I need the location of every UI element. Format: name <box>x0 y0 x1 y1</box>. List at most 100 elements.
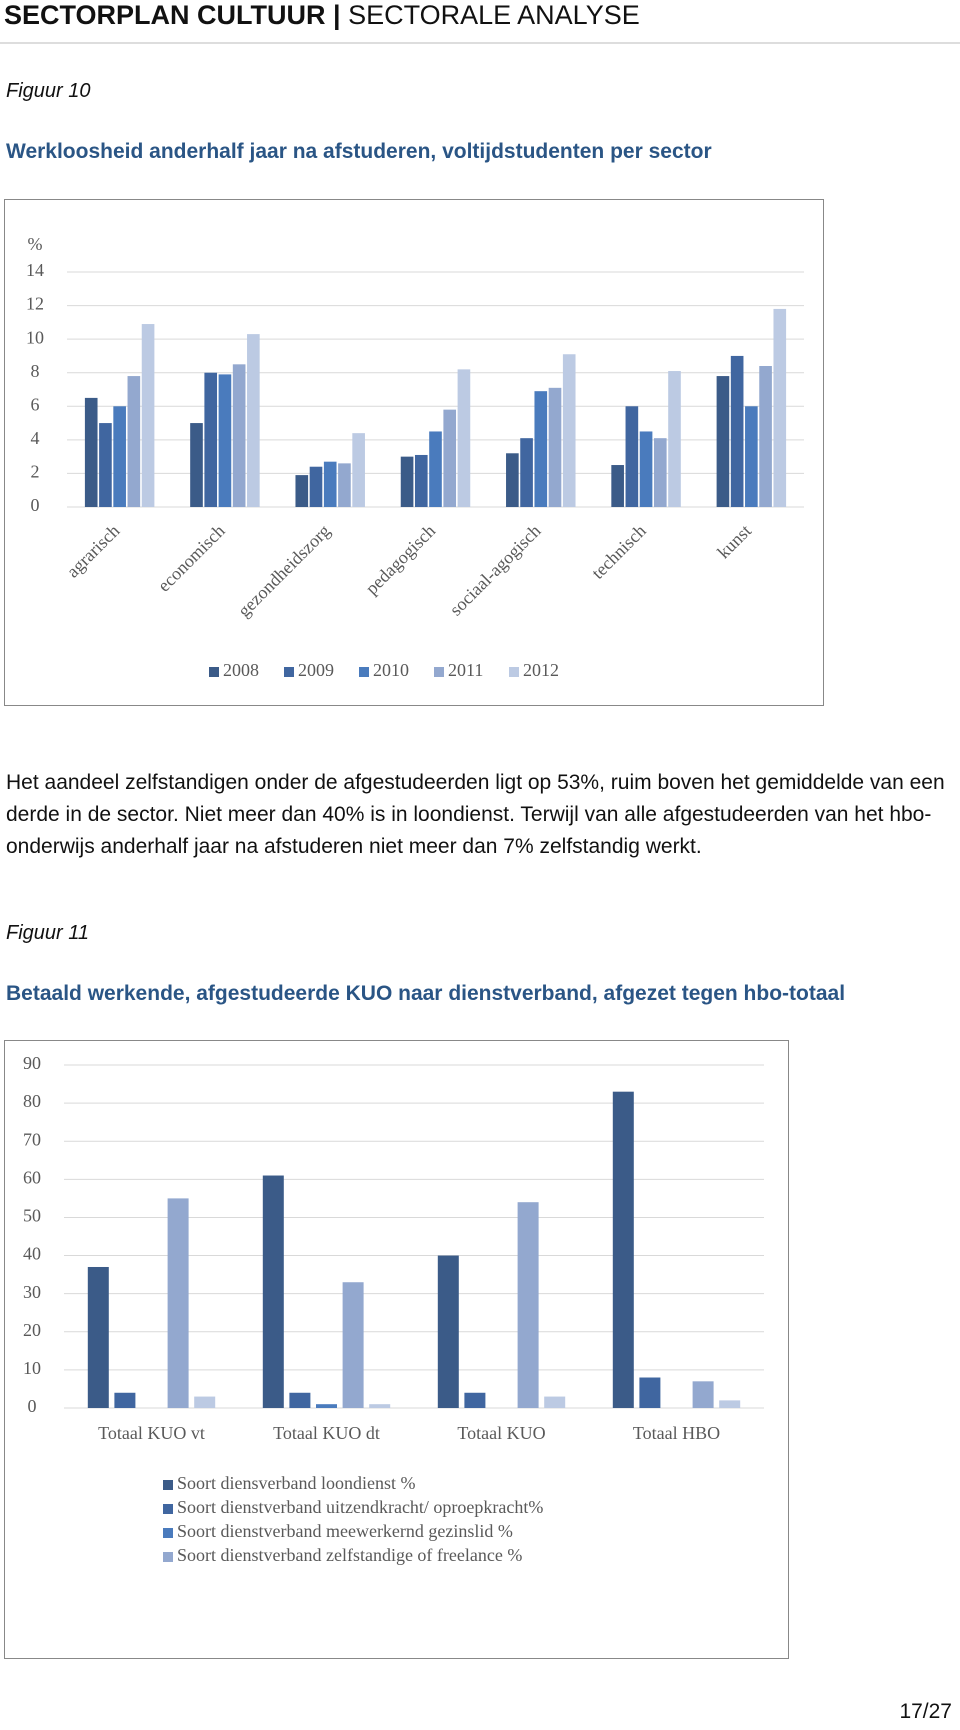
bar <box>84 397 98 507</box>
bar <box>625 406 639 507</box>
legend-swatch <box>209 667 219 677</box>
legend-label: Soort dienstverband zelfstandige of free… <box>177 1545 522 1565</box>
legend-label: 2011 <box>448 660 483 680</box>
figure-label: Figuur 11 <box>6 922 90 944</box>
bar <box>190 423 203 507</box>
legend-label: Soort diensverband loondienst % <box>177 1473 415 1493</box>
bar <box>316 1404 337 1408</box>
bar <box>719 1400 741 1408</box>
header-title: SECTORPLAN CULTUUR <box>4 0 326 30</box>
legend-label: 2008 <box>223 660 259 680</box>
legend-swatch <box>359 667 369 677</box>
bar <box>127 376 141 507</box>
legend-label: 2012 <box>523 660 559 680</box>
y-tick-label: 4 <box>31 428 40 448</box>
x-tick-label: pedagogisch <box>361 521 439 599</box>
legend-swatch <box>163 1552 173 1562</box>
bar <box>262 1175 284 1408</box>
bar <box>520 438 533 507</box>
bar <box>534 391 548 507</box>
bar <box>745 406 758 507</box>
bar <box>352 433 365 507</box>
x-tick-label: kunst <box>713 521 755 563</box>
y-tick-label: 50 <box>23 1206 41 1226</box>
bar <box>517 1202 539 1408</box>
bar <box>506 453 519 507</box>
bar <box>113 406 126 507</box>
legend-swatch <box>163 1504 173 1514</box>
bar <box>342 1282 364 1408</box>
y-tick-label: 2 <box>31 462 40 482</box>
bar <box>759 366 772 507</box>
legend-swatch <box>163 1528 173 1538</box>
chart: % 0 2 4 6 8 10 12 14 agrarisch economisch gezondhei… <box>4 199 824 706</box>
legend-swatch <box>434 667 444 677</box>
bar <box>204 372 218 507</box>
y-tick-label: 0 <box>31 495 40 515</box>
bar <box>295 475 309 507</box>
bar <box>218 374 232 507</box>
legend-label: 2009 <box>298 660 334 680</box>
x-tick-label: technisch <box>588 521 650 583</box>
bar <box>87 1266 109 1408</box>
header-rule <box>0 42 960 44</box>
bar <box>369 1404 391 1408</box>
x-tick-label: agrarisch <box>63 521 124 582</box>
bar <box>400 456 414 507</box>
y-tick-label: 8 <box>31 361 40 381</box>
y-tick-label: 10 <box>23 1358 41 1378</box>
bar <box>232 364 246 507</box>
y-axis-label: % <box>28 234 43 254</box>
header: SECTORPLAN CULTUUR | SECTORALE ANALYSE <box>4 0 640 31</box>
y-tick-label: 90 <box>23 1053 41 1073</box>
bar <box>443 409 457 507</box>
x-tick-label: Totaal KUO <box>457 1423 545 1443</box>
y-tick-label: 30 <box>23 1282 41 1302</box>
bar <box>247 334 260 507</box>
bar <box>309 466 323 507</box>
x-tick-label: gezondheidszorg <box>234 521 334 621</box>
bar <box>611 465 624 507</box>
y-tick-label: 20 <box>23 1320 41 1340</box>
header-subtitle: SECTORALE ANALYSE <box>348 0 640 30</box>
y-tick-label: 6 <box>31 394 40 414</box>
legend-swatch <box>163 1480 173 1490</box>
bar <box>639 431 653 507</box>
legend-swatch <box>509 667 519 677</box>
bar <box>114 1392 136 1408</box>
bar <box>194 1396 216 1408</box>
bar <box>544 1396 566 1408</box>
y-tick-label: 12 <box>26 294 44 314</box>
bar <box>692 1381 714 1408</box>
figure-label: Figuur 10 <box>6 80 91 102</box>
y-tick-label: 10 <box>26 327 44 347</box>
bar <box>323 461 337 507</box>
bar <box>653 438 667 507</box>
figure-title: Werkloosheid anderhalf jaar na afstudere… <box>6 140 712 163</box>
legend-swatch <box>284 667 294 677</box>
y-tick-label: 40 <box>23 1244 41 1264</box>
bar <box>99 423 112 507</box>
bar <box>289 1392 311 1408</box>
y-tick-label: 60 <box>23 1167 41 1187</box>
bar <box>457 369 471 507</box>
x-tick-label: Totaal KUO vt <box>98 1423 205 1443</box>
figure-title: Betaald werkende, afgestudeerde KUO naar… <box>6 982 846 1005</box>
y-tick-label: 14 <box>26 260 44 280</box>
x-tick-label: sociaal-agogisch <box>446 521 545 620</box>
legend-label: Soort dienstverband uitzendkracht/ oproe… <box>177 1497 543 1517</box>
x-tick-label: economisch <box>154 521 229 596</box>
header-separator: | <box>333 0 341 30</box>
bar <box>141 324 155 507</box>
bar <box>716 376 730 507</box>
bar <box>562 354 576 507</box>
bar <box>167 1198 189 1408</box>
legend-label: 2010 <box>373 660 409 680</box>
x-tick-label: Totaal HBO <box>633 1423 720 1443</box>
x-tick-label: Totaal KUO dt <box>273 1423 380 1443</box>
bar <box>612 1091 634 1408</box>
y-tick-label: 70 <box>23 1129 41 1149</box>
bar <box>730 355 744 507</box>
bar <box>437 1255 459 1408</box>
